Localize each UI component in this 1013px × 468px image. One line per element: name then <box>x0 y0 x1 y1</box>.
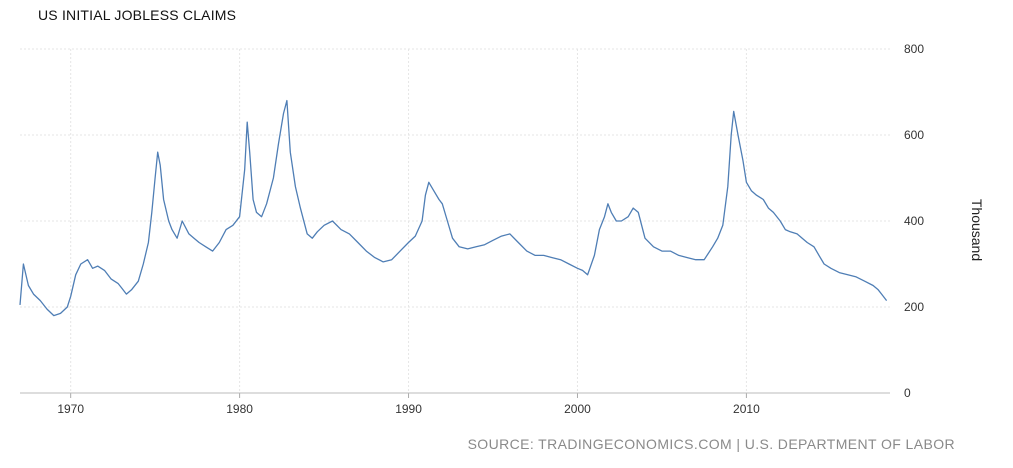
y-tick-label: 200 <box>904 300 924 314</box>
y-axis-label: Thousand <box>969 199 985 261</box>
series-line <box>19 99 888 317</box>
x-tick-label: 2010 <box>733 402 760 416</box>
axes <box>20 392 890 398</box>
y-tick-label: 400 <box>904 214 924 228</box>
x-tick-label: 1970 <box>57 402 84 416</box>
y-tick-label: 800 <box>904 42 924 56</box>
tick-labels: 0 200 400 600 800 1970 1980 1990 2000 2010 <box>57 42 924 416</box>
x-tick-label: 1980 <box>226 402 253 416</box>
x-tick-label: 1990 <box>395 402 422 416</box>
series-layer <box>19 99 888 317</box>
y-tick-label: 600 <box>904 128 924 142</box>
gridlines <box>20 48 890 393</box>
x-tick-label: 2000 <box>564 402 591 416</box>
source-note: SOURCE: TRADINGECONOMICS.COM | U.S. DEPA… <box>467 436 955 452</box>
chart-title: US INITIAL JOBLESS CLAIMS <box>38 7 237 23</box>
y-tick-label: 0 <box>904 386 911 400</box>
